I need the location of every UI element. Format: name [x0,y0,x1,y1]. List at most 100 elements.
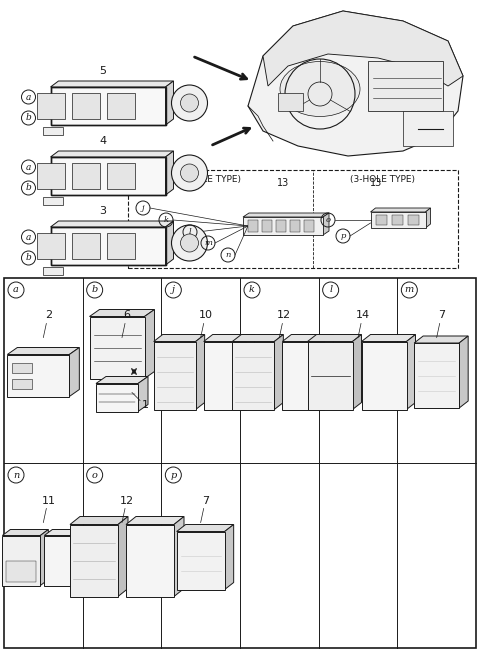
Bar [12,363,32,373]
Text: 4: 4 [99,136,107,146]
Polygon shape [50,81,173,87]
Polygon shape [407,335,416,409]
Circle shape [180,94,199,112]
Polygon shape [263,11,463,86]
Text: b: b [25,113,31,123]
Text: 6: 6 [123,310,131,321]
Polygon shape [50,221,173,227]
Polygon shape [232,335,283,342]
Polygon shape [126,516,184,525]
Bar [262,220,272,232]
Polygon shape [361,342,407,409]
Bar [6,560,36,581]
Bar [50,157,166,195]
Polygon shape [89,316,144,379]
Bar [290,220,300,232]
Bar [37,233,65,259]
Bar [37,163,65,189]
Bar [392,215,403,225]
Text: 7: 7 [202,495,209,506]
Text: a: a [26,232,31,241]
Polygon shape [248,11,463,156]
Polygon shape [138,377,148,411]
Bar [37,93,65,119]
Polygon shape [246,335,255,409]
Text: m: m [405,285,414,295]
Polygon shape [414,343,459,408]
Polygon shape [324,335,333,409]
Bar [43,267,62,275]
Bar [408,215,419,225]
Polygon shape [243,213,329,217]
Text: b: b [25,184,31,192]
Polygon shape [282,342,324,409]
Polygon shape [414,336,468,343]
Bar [304,220,314,232]
Text: l: l [329,285,332,295]
Text: m: m [204,239,212,247]
Polygon shape [352,335,361,409]
Polygon shape [50,151,173,157]
Text: j: j [172,285,175,295]
Text: 5: 5 [99,66,107,76]
Circle shape [171,85,207,121]
Text: (5-HOLE TYPE): (5-HOLE TYPE) [176,175,240,184]
Polygon shape [174,516,184,596]
Text: l: l [189,228,192,236]
Text: a: a [13,285,19,295]
Text: (3-HOLE TYPE): (3-HOLE TYPE) [350,175,416,184]
Polygon shape [69,348,79,396]
Polygon shape [371,208,431,212]
Polygon shape [177,525,234,531]
Polygon shape [89,310,155,316]
Polygon shape [2,529,48,535]
Polygon shape [44,535,83,586]
Bar [278,93,303,111]
Polygon shape [275,335,283,409]
Text: 1: 1 [142,401,149,411]
Text: 12: 12 [277,310,291,321]
Bar [4,278,476,648]
Polygon shape [154,342,196,409]
Bar [50,227,166,265]
Polygon shape [243,217,323,235]
Circle shape [180,234,199,252]
Polygon shape [225,525,234,590]
Ellipse shape [280,62,360,117]
Bar [107,93,135,119]
Bar [12,379,32,388]
Text: n: n [225,251,231,259]
Bar [276,220,286,232]
Polygon shape [308,335,361,342]
Bar [50,87,166,125]
Polygon shape [70,525,118,596]
Bar [368,61,443,111]
Text: 10: 10 [199,310,213,321]
Text: o: o [325,216,331,224]
Polygon shape [144,310,155,379]
Polygon shape [371,212,425,228]
Text: j: j [142,204,144,212]
Bar [50,157,166,195]
Polygon shape [96,384,138,411]
Circle shape [171,155,207,191]
Bar [248,220,258,232]
Polygon shape [118,516,128,596]
Text: 13: 13 [277,178,289,188]
Polygon shape [166,81,173,125]
Polygon shape [204,342,246,409]
Polygon shape [70,516,128,525]
Bar [50,227,166,265]
Bar [72,233,100,259]
Polygon shape [459,336,468,408]
Text: b: b [25,253,31,262]
Bar [107,233,135,259]
Text: p: p [340,232,346,240]
Text: 12: 12 [120,495,134,506]
Circle shape [171,225,207,261]
Text: 3: 3 [99,206,107,216]
Text: 2: 2 [45,310,52,321]
Polygon shape [361,335,416,342]
Bar [403,111,453,146]
Polygon shape [7,354,69,396]
